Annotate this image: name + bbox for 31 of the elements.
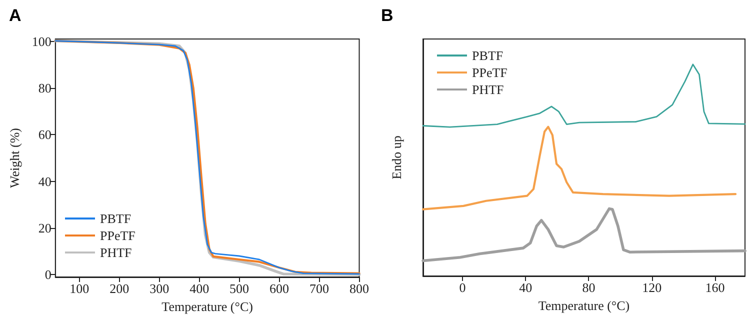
x-tick-label: 300 [150,281,170,296]
y-tick-label: 20 [38,220,52,236]
x-tick-label: 160 [705,280,725,295]
x-tick-label: 80 [582,280,596,295]
chart-title: A [9,6,22,25]
legend-label: PBTF [472,48,504,63]
x-tick-label: 400 [190,281,210,296]
y-axis-title: Weight (%) [7,128,22,188]
x-tick-label: 0 [459,280,466,295]
legend-label: PHTF [100,245,132,260]
x-tick-label: 40 [519,280,532,295]
y-tick-label: 100 [32,34,52,49]
legend-label: PPeTF [472,65,508,80]
x-tick-label: 200 [110,281,130,296]
x-tick-label: 700 [310,281,330,296]
x-tick-label: 800 [350,281,369,296]
chart-title: B [381,6,394,25]
x-tick-label: 100 [70,281,90,296]
x-axis-title: Temperature (°C) [538,298,630,313]
legend-label: PPeTF [100,228,136,243]
y-tick-label: 60 [38,127,52,142]
x-tick-label: 600 [270,281,290,296]
y-axis-title: Endo up [389,136,404,180]
legend-label: PHTF [472,82,504,97]
x-axis-title: Temperature (°C) [162,298,253,314]
legend-label: PBTF [100,211,132,226]
y-tick-label: 40 [38,174,52,189]
x-tick-label: 120 [642,280,662,295]
y-tick-label: 0 [44,267,52,282]
x-tick-label: 500 [230,281,250,296]
y-tick-label: 80 [38,80,52,96]
